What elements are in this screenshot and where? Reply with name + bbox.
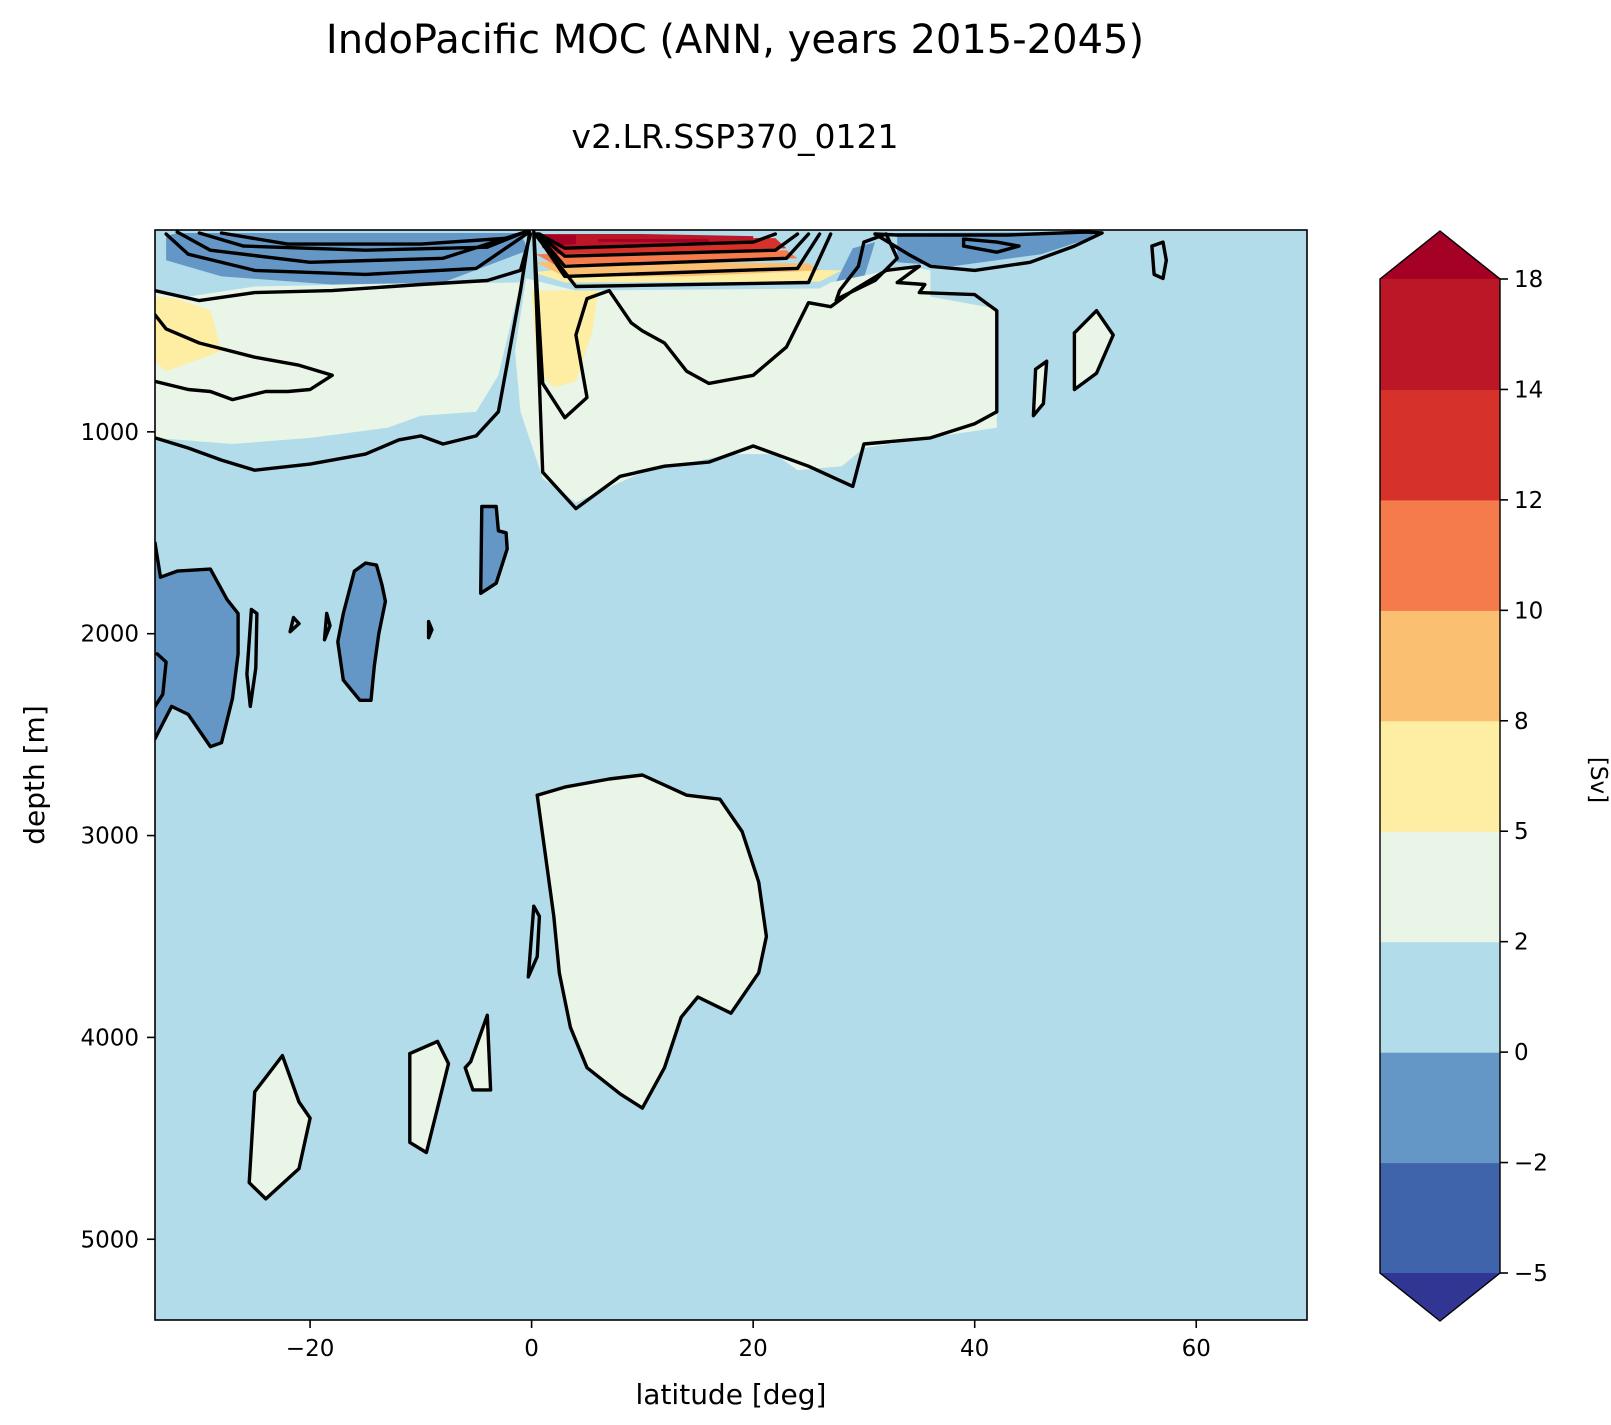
plot-frame bbox=[154, 229, 1308, 1321]
contour-line-29 bbox=[247, 1053, 312, 1201]
chart-title: IndoPacific MOC (ANN, years 2015-2045) bbox=[326, 17, 1144, 63]
contour-line-28 bbox=[526, 904, 542, 979]
contour-line-16 bbox=[1150, 240, 1169, 281]
x-axis: −20 0 20 40 60 bbox=[286, 1320, 1211, 1362]
colorbar-segment bbox=[1380, 499, 1500, 611]
contour-fill-region-13 bbox=[465, 1015, 491, 1090]
x-tick-label: −20 bbox=[286, 1336, 335, 1362]
contour-line-9 bbox=[534, 232, 822, 279]
x-tick-label: 40 bbox=[960, 1336, 989, 1362]
contour-line-19 bbox=[155, 541, 240, 749]
contour-fill-region-5 bbox=[155, 542, 239, 747]
x-axis-label: latitude [deg] bbox=[636, 1378, 827, 1411]
contour-line-11 bbox=[536, 232, 800, 258]
colorbar-tick-label: 0 bbox=[1514, 1040, 1529, 1066]
y-tick-label: 3000 bbox=[80, 824, 139, 850]
colorbar-tick-label: 2 bbox=[1514, 930, 1529, 956]
x-tick-label: 20 bbox=[739, 1336, 768, 1362]
contour-fill-region-14 bbox=[1074, 310, 1114, 390]
contour-fill-region-8 bbox=[155, 282, 521, 444]
contour-line-17 bbox=[1072, 309, 1115, 392]
contour-line-24 bbox=[336, 561, 388, 702]
contour-line-0 bbox=[155, 232, 532, 472]
contour-line-15 bbox=[961, 237, 1021, 254]
colorbar-extend-min bbox=[1380, 1273, 1500, 1321]
colorbar-segment bbox=[1380, 831, 1500, 943]
contour-line-12 bbox=[537, 232, 777, 250]
colorbar-tick-label: 12 bbox=[1514, 488, 1543, 514]
x-tick-label: 60 bbox=[1182, 1336, 1211, 1362]
y-tick-label: 4000 bbox=[80, 1025, 139, 1051]
contour-line-5 bbox=[197, 230, 529, 252]
colorbar-label: [Sv] bbox=[1585, 757, 1611, 803]
contour-fill-region-18 bbox=[155, 296, 222, 372]
contour-line-6 bbox=[219, 231, 512, 246]
chart-subtitle: v2.LR.SSP370_0121 bbox=[572, 117, 899, 156]
colorbar-segment bbox=[1380, 610, 1500, 722]
colorbar-segment bbox=[1380, 1052, 1500, 1164]
colorbar-segment bbox=[1380, 1162, 1500, 1274]
contour-line-10 bbox=[535, 232, 811, 268]
contour-line-14 bbox=[873, 230, 1104, 273]
colorbar-tick-label: −5 bbox=[1514, 1261, 1548, 1287]
y-tick-label: 2000 bbox=[80, 622, 139, 648]
contour-fill-region-10 bbox=[537, 775, 767, 1109]
plot-area bbox=[154, 229, 1308, 1321]
colorbar: −5 −2 0 2 5 8 10 12 14 18 bbox=[1379, 230, 1548, 1322]
colorbar-tick-label: 8 bbox=[1514, 709, 1529, 735]
colorbar-tick-label: 5 bbox=[1514, 819, 1529, 845]
y-tick-label: 1000 bbox=[80, 420, 139, 446]
colorbar-tick-label: 18 bbox=[1514, 267, 1543, 293]
contour-line-20 bbox=[155, 652, 168, 709]
x-tick-label: 0 bbox=[524, 1336, 539, 1362]
contour-fill-region-7 bbox=[480, 506, 508, 594]
y-axis-label: depth [m] bbox=[18, 705, 51, 845]
contour-line-18 bbox=[1031, 359, 1049, 418]
contour-line-26 bbox=[479, 504, 509, 595]
contour-line-21 bbox=[245, 607, 259, 709]
contour-fill-region-24 bbox=[598, 239, 709, 243]
y-axis: 1000 2000 3000 4000 5000 bbox=[80, 420, 155, 1253]
contour-line-2 bbox=[155, 232, 533, 303]
contour-line-25 bbox=[426, 619, 434, 640]
colorbar-segment bbox=[1380, 720, 1500, 832]
contour-fill-region-12 bbox=[409, 1041, 449, 1153]
y-tick-label: 5000 bbox=[80, 1227, 139, 1253]
contour-lines bbox=[155, 230, 1169, 1201]
contour-line-27 bbox=[535, 773, 769, 1110]
contour-line-30 bbox=[408, 1039, 451, 1155]
contour-line-22 bbox=[288, 615, 301, 634]
contour-line-31 bbox=[463, 1013, 493, 1092]
contour-line-23 bbox=[322, 611, 332, 642]
colorbar-segment bbox=[1380, 941, 1500, 1053]
colorbar-tick-label: −2 bbox=[1514, 1151, 1548, 1177]
colorbar-tick-label: 14 bbox=[1514, 377, 1543, 403]
colorbar-segment bbox=[1380, 279, 1500, 390]
contour-line-3 bbox=[164, 230, 532, 277]
colorbar-extend-max bbox=[1380, 231, 1500, 279]
contour-fill-region-3 bbox=[897, 232, 1097, 267]
colorbar-tick-label: 10 bbox=[1514, 598, 1543, 624]
colorbar-segment bbox=[1380, 389, 1500, 501]
contour-line-1 bbox=[155, 313, 334, 402]
